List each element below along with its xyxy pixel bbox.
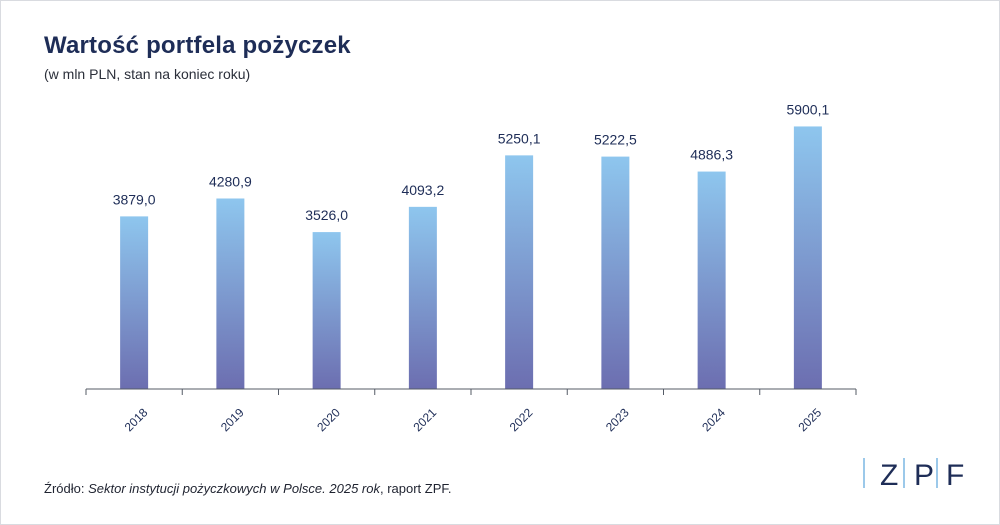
- value-label-2024: 4886,3: [690, 147, 733, 163]
- category-label-2024: 2024: [699, 405, 728, 434]
- bar-2018: [120, 216, 149, 389]
- category-label-2022: 2022: [507, 405, 536, 434]
- value-label-2021: 4093,2: [401, 182, 444, 198]
- value-label-2019: 4280,9: [209, 173, 252, 189]
- x-axis-ticks: [85, 389, 857, 395]
- bars-group: [120, 126, 822, 389]
- category-label-2020: 2020: [314, 405, 343, 434]
- bar-2019: [216, 198, 245, 389]
- value-label-2022: 5250,1: [498, 130, 541, 146]
- chart-title: Wartość portfela pożyczek: [44, 32, 351, 59]
- value-label-2025: 5900,1: [786, 101, 829, 117]
- value-labels-group: 3879,0 4280,9 3526,0 4093,2 5250,1 5222,5 4886…: [113, 101, 830, 223]
- source-prefix: Źródło:: [44, 481, 89, 496]
- bar-2020: [312, 232, 341, 389]
- bar-2021: [408, 206, 437, 389]
- category-labels-group: 2018 2019 2020 2021 2022 2023 2024 2025: [122, 405, 825, 434]
- logo-letter-z: Z: [880, 459, 898, 492]
- bar-2022: [505, 155, 534, 389]
- source-title: Sektor instytucji pożyczkowych w Polsce.…: [88, 481, 380, 496]
- zpf-logo: Z P F: [863, 458, 964, 492]
- logo-letter-f: F: [946, 459, 964, 492]
- value-label-2020: 3526,0: [305, 207, 348, 223]
- category-label-2025: 2025: [795, 405, 824, 434]
- bar-2024: [697, 171, 726, 389]
- bar-2025: [793, 126, 822, 389]
- logo-letter-p: P: [914, 459, 934, 492]
- value-label-2018: 3879,0: [113, 191, 156, 207]
- source-note: Źródło: Sektor instytucji pożyczkowych w…: [44, 481, 452, 496]
- category-label-2019: 2019: [218, 405, 247, 434]
- category-label-2018: 2018: [122, 405, 151, 434]
- category-label-2021: 2021: [410, 405, 439, 434]
- category-label-2023: 2023: [603, 405, 632, 434]
- value-label-2023: 5222,5: [594, 132, 637, 148]
- source-suffix: , raport ZPF.: [379, 481, 452, 496]
- bar-2023: [601, 156, 630, 389]
- chart-subtitle: (w mln PLN, stan na koniec roku): [44, 66, 251, 82]
